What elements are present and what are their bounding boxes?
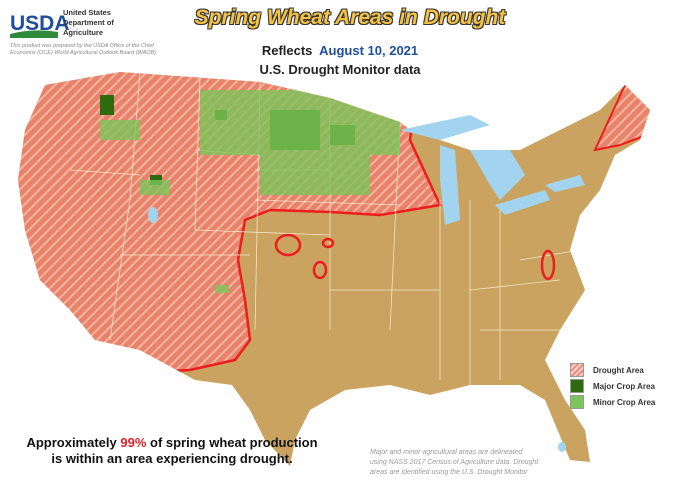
summary-percent: 99% <box>120 435 147 450</box>
legend-item-minor-crop: Minor Crop Area <box>570 394 655 410</box>
legend-item-major-crop: Major Crop Area <box>570 378 655 394</box>
reflects-line: Reflects August 10, 2021 <box>150 43 530 58</box>
drought-swatch <box>570 363 584 377</box>
legend-item-drought: Drought Area <box>570 362 655 378</box>
department-name: United States Department of Agriculture <box>63 8 114 37</box>
prepared-by-note: This product was prepared by the USDA Of… <box>10 43 157 56</box>
minor-crop-swatch <box>570 395 584 409</box>
legend-label: Minor Crop Area <box>593 397 656 407</box>
legend-label: Drought Area <box>593 365 644 375</box>
usda-logo: USDA <box>10 12 70 38</box>
drought-patches <box>274 233 556 281</box>
summary-pre: Approximately <box>26 435 121 450</box>
source-note: Major and minor agricultural areas are d… <box>370 449 539 476</box>
map-title: Spring Wheat Areas in Drought <box>194 6 506 29</box>
great-lakes <box>148 115 585 452</box>
reflects-label: Reflects <box>261 43 313 58</box>
reflects-date: August 10, 2021 <box>319 43 419 58</box>
summary-statement: Approximately 99% of spring wheat produc… <box>22 435 322 467</box>
major-crop-swatch <box>570 379 584 393</box>
legend-label: Major Crop Area <box>593 381 655 391</box>
map-subtitle: U.S. Drought Monitor data <box>259 62 421 77</box>
legend: Drought Area Major Crop Area Minor Crop … <box>570 362 655 410</box>
svg-text:USDA: USDA <box>10 12 70 35</box>
summary-post: of spring wheat production is within an … <box>51 435 318 466</box>
